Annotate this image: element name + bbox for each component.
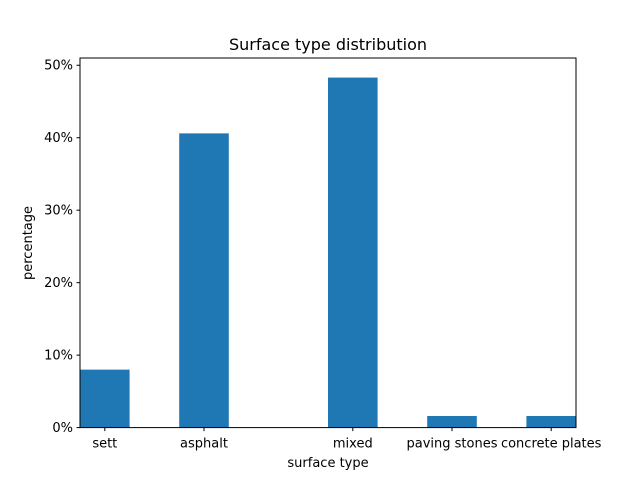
bar-concrete-plates [526,416,576,428]
bar-mixed [328,77,378,428]
y-tick-label: 50% [44,59,73,74]
y-tick-label: 20% [44,276,73,291]
bar-paving-stones [427,416,477,428]
y-tick-label: 30% [44,204,73,219]
x-tick-label: concrete plates [501,437,602,452]
y-axis: 0% 10% 20% 30% 40% 50% [44,59,80,436]
x-tick-label: mixed [333,437,373,452]
x-axis: sett asphalt mixed paving stones concrete pl… [92,427,602,452]
chart-title: Surface type distribution [229,35,427,54]
y-axis-label: percentage [21,206,36,280]
bars-group [80,77,576,428]
x-axis-label: surface type [287,456,368,471]
y-tick-label: 10% [44,349,73,364]
y-tick-label: 40% [44,131,73,146]
bar-sett [80,369,130,428]
plot-frame [79,57,577,429]
bar-asphalt [179,133,229,428]
x-tick-label: sett [92,437,117,452]
y-tick-label: 0% [52,421,73,436]
x-tick-label: paving stones [407,437,498,452]
x-tick-label: asphalt [180,437,228,452]
